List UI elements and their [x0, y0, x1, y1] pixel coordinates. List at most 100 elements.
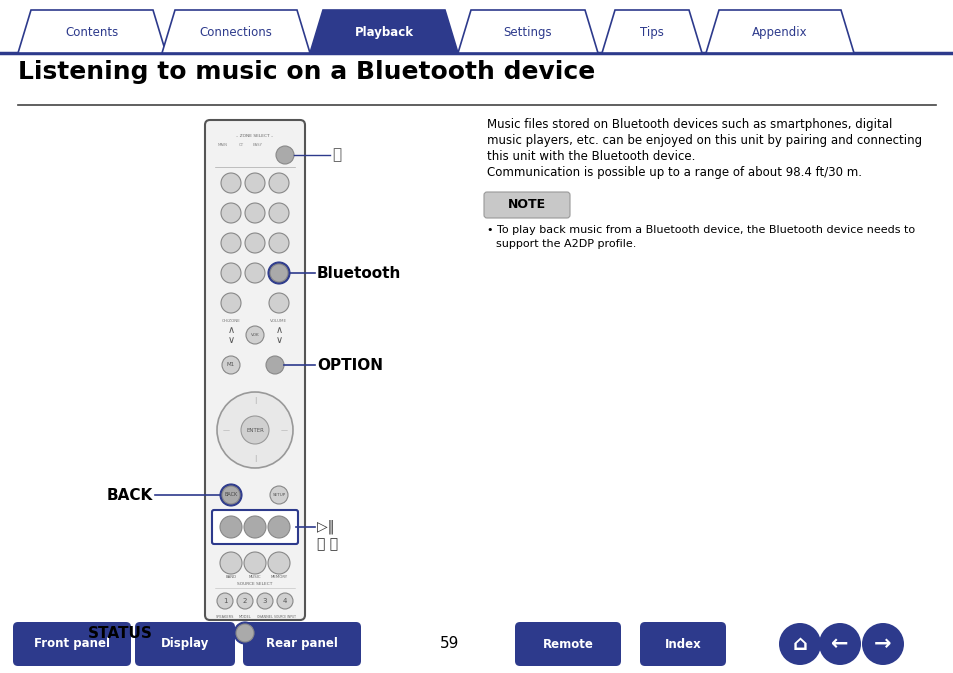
Circle shape: [244, 516, 266, 538]
Circle shape: [269, 173, 289, 193]
Text: Tips: Tips: [639, 26, 663, 39]
Polygon shape: [705, 10, 853, 53]
Text: this unit with the Bluetooth device.: this unit with the Bluetooth device.: [486, 150, 695, 163]
Text: CT: CT: [238, 143, 243, 147]
Text: Contents: Contents: [66, 26, 118, 39]
Text: ENTER: ENTER: [246, 427, 264, 433]
Circle shape: [256, 593, 273, 609]
Text: STATUS: STATUS: [88, 625, 152, 641]
Circle shape: [276, 593, 293, 609]
Text: CH/ZONE: CH/ZONE: [221, 319, 240, 323]
Text: EASY: EASY: [253, 143, 263, 147]
Text: music players, etc. can be enjoyed on this unit by pairing and connecting: music players, etc. can be enjoyed on th…: [486, 134, 922, 147]
Polygon shape: [601, 10, 701, 53]
Circle shape: [245, 233, 265, 253]
Polygon shape: [457, 10, 598, 53]
FancyBboxPatch shape: [515, 622, 620, 666]
Text: SOURCE INPUT: SOURCE INPUT: [274, 615, 295, 619]
Text: Remote: Remote: [542, 637, 593, 651]
Text: BACK: BACK: [107, 487, 152, 503]
Circle shape: [222, 356, 240, 374]
Circle shape: [216, 593, 233, 609]
Circle shape: [270, 486, 288, 504]
Text: MODEL: MODEL: [238, 615, 251, 619]
Circle shape: [818, 623, 861, 665]
Circle shape: [214, 623, 234, 643]
Circle shape: [245, 173, 265, 193]
Text: →: →: [873, 634, 891, 654]
Circle shape: [268, 552, 290, 574]
Text: support the A2DP profile.: support the A2DP profile.: [496, 239, 636, 249]
Text: ∨: ∨: [227, 335, 234, 345]
Text: SPEAKERS: SPEAKERS: [215, 615, 233, 619]
Text: —: —: [280, 427, 287, 433]
Polygon shape: [18, 10, 166, 53]
Text: • To play back music from a Bluetooth device, the Bluetooth device needs to: • To play back music from a Bluetooth de…: [486, 225, 914, 235]
Circle shape: [245, 263, 265, 283]
Text: Connections: Connections: [199, 26, 273, 39]
FancyBboxPatch shape: [205, 120, 305, 620]
Text: ←: ←: [830, 634, 848, 654]
Circle shape: [220, 516, 242, 538]
Text: ⏮ ⏭: ⏮ ⏭: [316, 537, 337, 551]
Text: 4: 4: [282, 598, 287, 604]
Circle shape: [246, 326, 264, 344]
Circle shape: [221, 233, 241, 253]
Circle shape: [233, 622, 255, 644]
Text: ∧: ∧: [227, 325, 234, 335]
Polygon shape: [310, 10, 457, 53]
FancyBboxPatch shape: [13, 622, 131, 666]
Circle shape: [222, 486, 240, 504]
Text: ⏻: ⏻: [332, 147, 341, 162]
Circle shape: [266, 356, 284, 374]
Text: VOLUME: VOLUME: [270, 319, 287, 323]
Circle shape: [269, 233, 289, 253]
FancyBboxPatch shape: [212, 510, 297, 544]
FancyBboxPatch shape: [639, 622, 725, 666]
Circle shape: [269, 293, 289, 313]
Circle shape: [779, 623, 821, 665]
Text: Settings: Settings: [503, 26, 552, 39]
Text: MUSIC: MUSIC: [249, 575, 261, 579]
Text: Index: Index: [664, 637, 700, 651]
Text: BACK: BACK: [224, 493, 237, 497]
Text: |: |: [253, 456, 256, 462]
Text: BAND: BAND: [225, 575, 236, 579]
Circle shape: [254, 623, 274, 643]
Text: 59: 59: [440, 637, 459, 651]
Circle shape: [221, 173, 241, 193]
Circle shape: [220, 484, 242, 506]
Text: —: —: [222, 427, 230, 433]
Text: Listening to music on a Bluetooth device: Listening to music on a Bluetooth device: [18, 60, 595, 84]
Text: SETUP: SETUP: [273, 493, 285, 497]
Text: Display: Display: [161, 637, 209, 651]
Text: MAIN: MAIN: [218, 143, 228, 147]
Text: SOURCE SELECT: SOURCE SELECT: [237, 582, 273, 586]
Circle shape: [236, 593, 253, 609]
Text: 2: 2: [243, 598, 247, 604]
Text: OPTION: OPTION: [316, 357, 382, 372]
Circle shape: [216, 392, 293, 468]
Text: |: |: [253, 398, 256, 404]
Text: – ZONE SELECT –: – ZONE SELECT –: [236, 134, 274, 138]
Text: ▷‖: ▷‖: [316, 520, 335, 534]
FancyBboxPatch shape: [243, 622, 360, 666]
Text: Rear panel: Rear panel: [266, 637, 337, 651]
Circle shape: [241, 416, 269, 444]
Text: NOTE: NOTE: [507, 199, 545, 211]
Text: Bluetooth: Bluetooth: [316, 266, 401, 281]
Text: VOK: VOK: [251, 333, 259, 337]
Circle shape: [274, 623, 294, 643]
Circle shape: [220, 552, 242, 574]
Text: Front panel: Front panel: [34, 637, 110, 651]
Circle shape: [244, 552, 266, 574]
Text: Appendix: Appendix: [751, 26, 807, 39]
Circle shape: [275, 146, 294, 164]
Circle shape: [268, 262, 290, 284]
Text: 3: 3: [262, 598, 267, 604]
Circle shape: [221, 263, 241, 283]
Circle shape: [862, 623, 903, 665]
Text: ∨: ∨: [275, 335, 282, 345]
Text: ∧: ∧: [275, 325, 282, 335]
Text: 1: 1: [222, 598, 227, 604]
